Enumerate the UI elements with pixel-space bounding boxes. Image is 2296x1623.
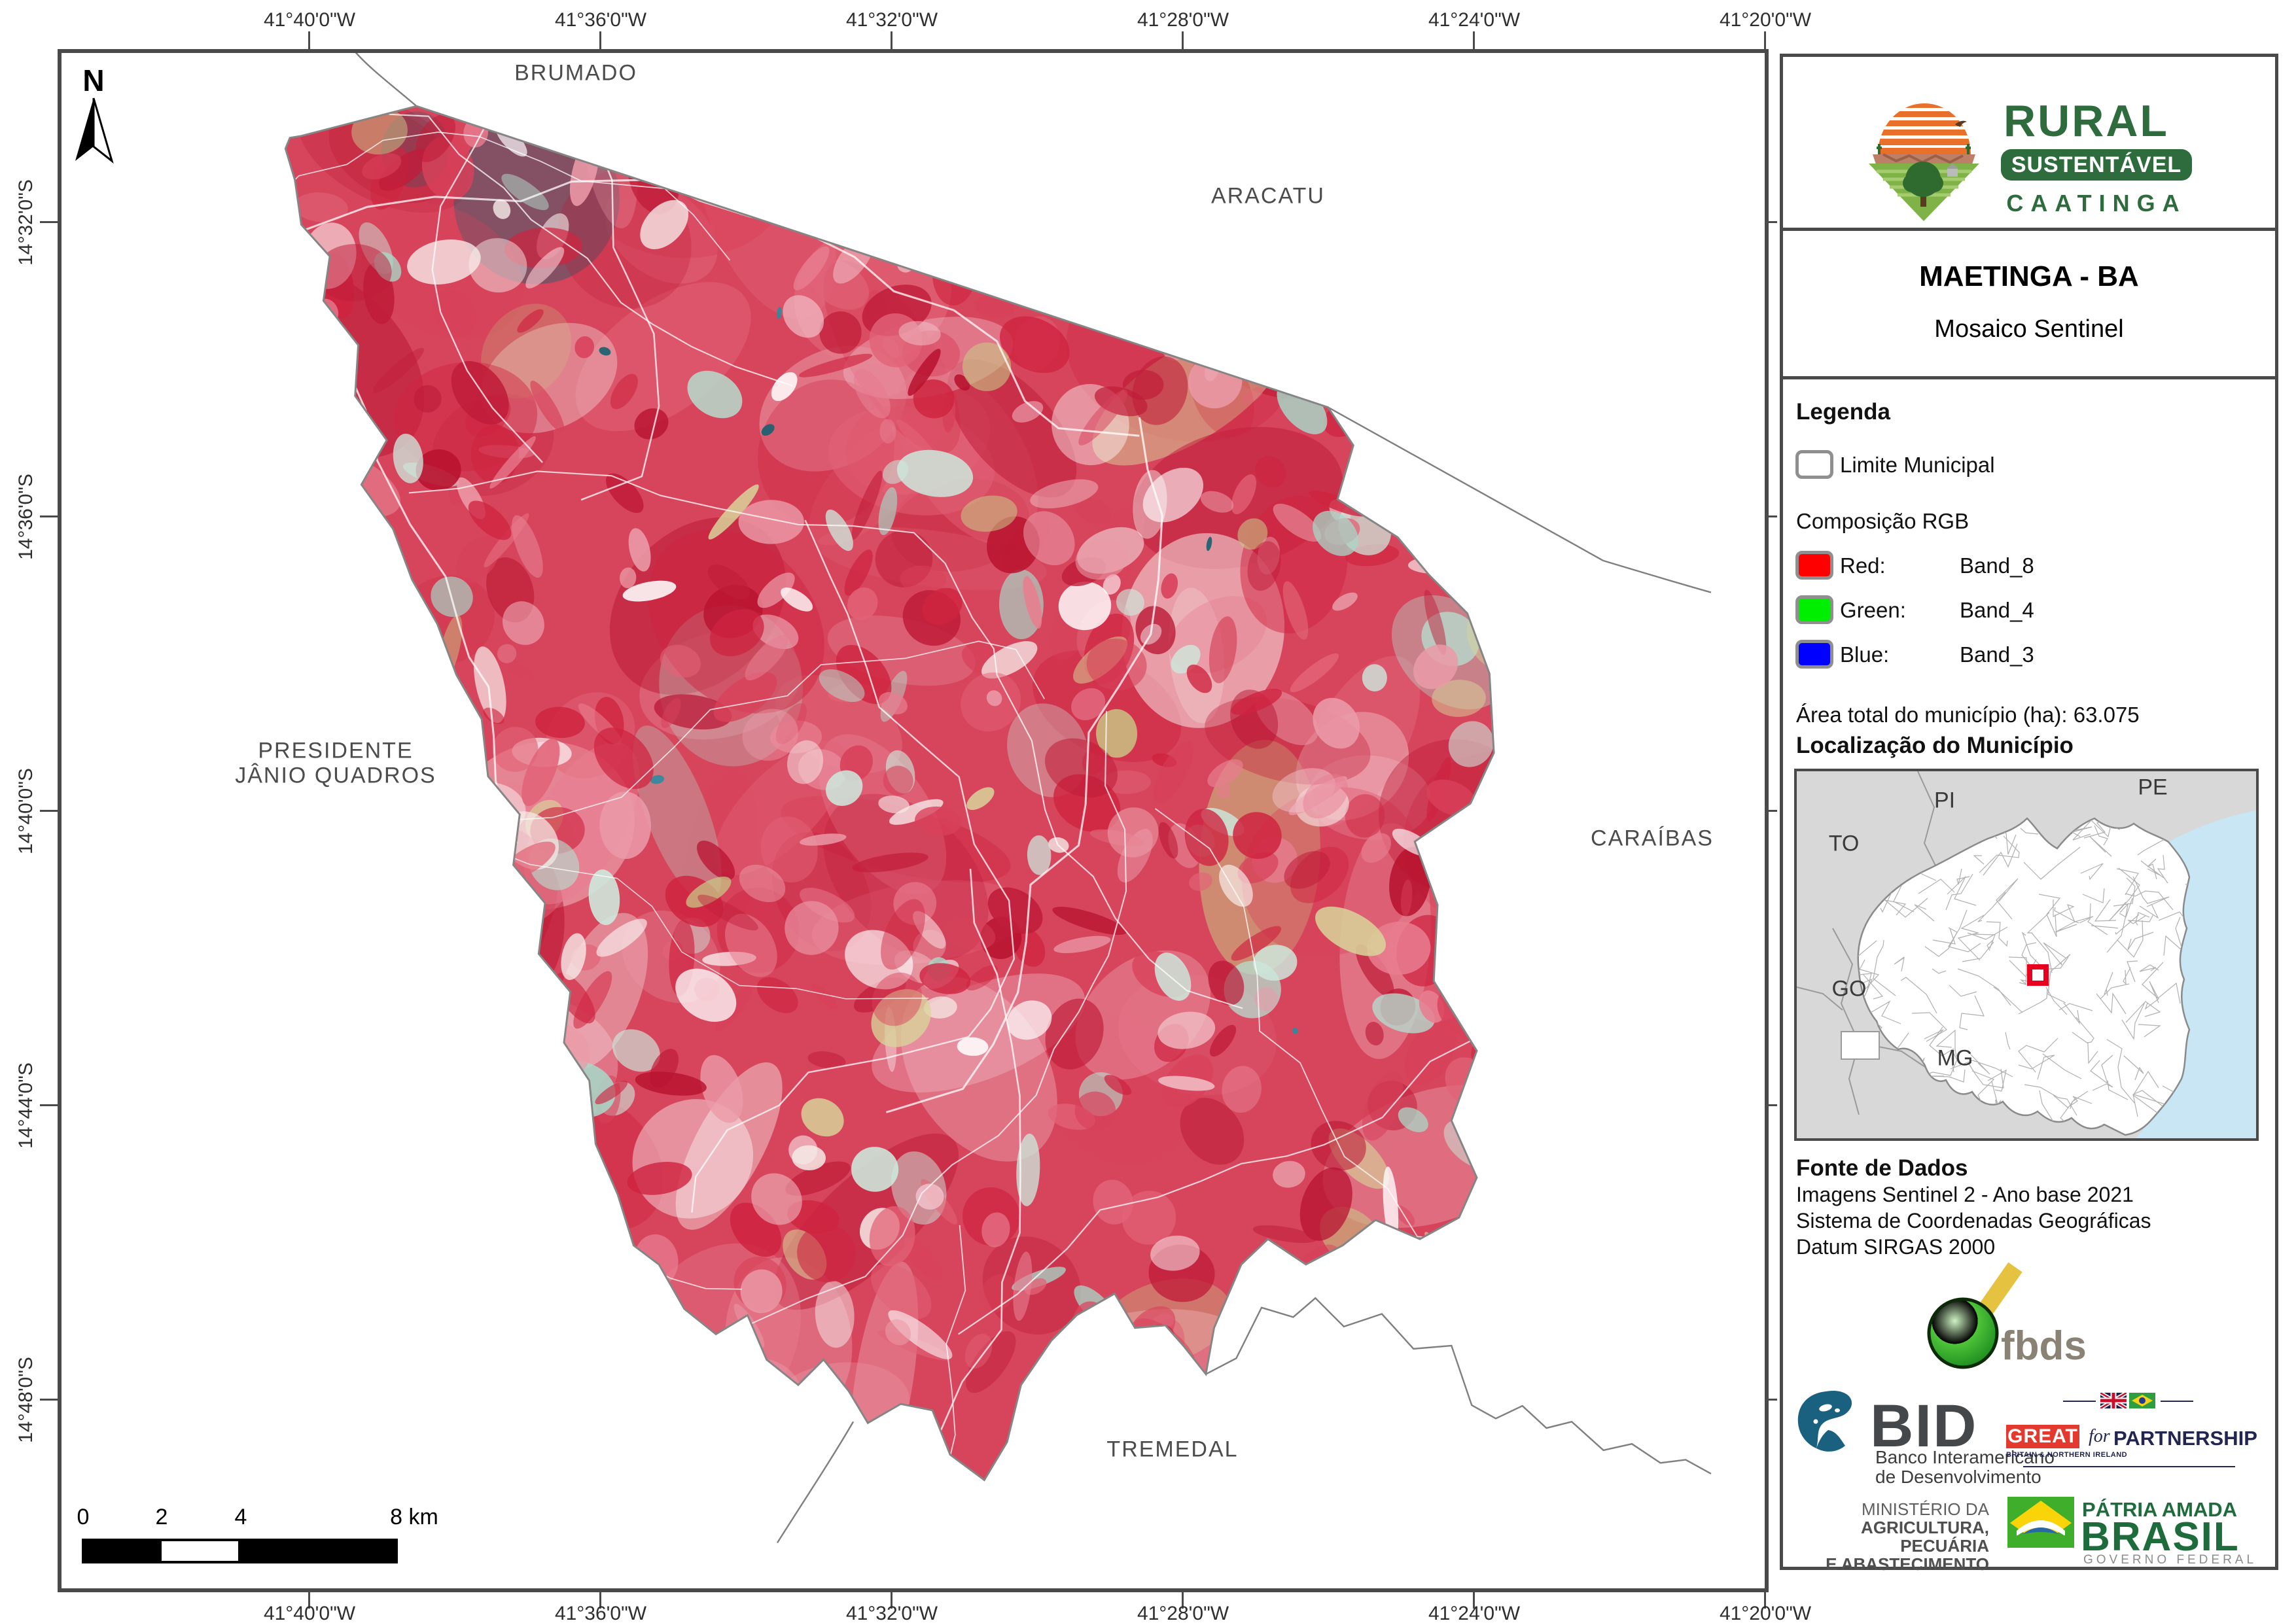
inset-state-label-go: GO xyxy=(1831,976,1867,1002)
axis-label-bottom-1: 41°36'0"W xyxy=(554,1603,647,1623)
north-label: N xyxy=(82,63,105,97)
legend-green-value: Band_4 xyxy=(1960,598,2034,622)
neighbor-label-aracatu: ARACATU xyxy=(1211,183,1325,209)
sentinel-mosaic xyxy=(285,106,1494,1480)
ministry-line-2: AGRICULTURA, PECUÁRIA xyxy=(1861,1518,1989,1556)
brazil-flag-icon xyxy=(2129,1393,2155,1408)
legend-blue-label: Blue: xyxy=(1840,642,1890,667)
map-subtitle: Mosaico Sentinel xyxy=(1934,315,2124,343)
legend-red-label: Red: xyxy=(1840,553,1886,578)
legend-red-value: Band_8 xyxy=(1960,553,2034,578)
legend-blue-swatch xyxy=(1795,640,1833,669)
source-heading: Fonte de Dados xyxy=(1796,1155,1968,1181)
axis-label-left-0: 14°32'0"S xyxy=(15,179,37,266)
brand-sustentavel-label: SUSTENTÁVEL xyxy=(2011,152,2182,177)
bid-tagline-2: de Desenvolvimento xyxy=(1875,1467,2041,1487)
source-line-3: Datum SIRGAS 2000 xyxy=(1796,1235,1996,1259)
location-heading: Localização do Município xyxy=(1796,733,2074,758)
uk-flag-icon xyxy=(2100,1393,2127,1408)
legend-limite-swatch xyxy=(1795,450,1833,479)
legend-heading: Legenda xyxy=(1796,399,1890,425)
axis-label-bottom-2: 41°32'0"W xyxy=(845,1603,938,1623)
neighbor-label-tremedal: TREMEDAL xyxy=(1106,1437,1239,1462)
limite-municipal-outline xyxy=(284,105,1495,1482)
map-title: MAETINGA - BA xyxy=(1919,260,2139,292)
neighbor-label-presidente-janio-quadros-line1: PRESIDENTE xyxy=(258,738,414,763)
ministry-line-3: E ABASTECIMENTO xyxy=(1826,1554,1989,1574)
great-underline xyxy=(2023,1466,2235,1467)
source-line-1: Imagens Sentinel 2 - Ano base 2021 xyxy=(1796,1183,2134,1206)
axis-label-top-4: 41°24'0"W xyxy=(1428,9,1521,31)
axis-label-left-2: 14°40'0"S xyxy=(15,768,37,854)
axis-label-top-1: 41°36'0"W xyxy=(554,9,647,31)
satellite-map-canvas xyxy=(284,50,1712,1544)
axis-label-left-3: 14°44'0"S xyxy=(15,1062,37,1149)
brasil-line-1: PÁTRIA AMADA xyxy=(2082,1498,2238,1521)
axis-label-bottom-3: 41°28'0"W xyxy=(1137,1603,1229,1623)
legend-limite-label: Limite Municipal xyxy=(1840,453,1995,477)
fbds-logo-icon xyxy=(1927,1297,1999,1369)
legend-red-swatch xyxy=(1795,551,1833,580)
brasil-government-logo-icon xyxy=(2007,1497,2074,1548)
brasil-line-2: BRASIL xyxy=(2081,1514,2240,1560)
axis-label-bottom-4: 41°24'0"W xyxy=(1428,1603,1521,1623)
legend-rgb-heading: Composição RGB xyxy=(1796,509,1969,533)
bid-logo-icon xyxy=(1797,1391,1852,1452)
scalebar-white-segment xyxy=(162,1541,238,1561)
great-for-label: for xyxy=(2089,1426,2110,1446)
inset-state-label-pi: PI xyxy=(1934,788,1956,813)
great-flag-line-left xyxy=(2063,1401,2096,1402)
location-inset-map xyxy=(1794,769,2259,1141)
legend-blue-value: Band_3 xyxy=(1960,642,2034,667)
axis-label-top-0: 41°40'0"W xyxy=(263,9,356,31)
brand-caatinga-label: CAATINGA xyxy=(2006,190,2187,217)
inset-ocean xyxy=(2136,811,2256,1138)
legend-green-swatch xyxy=(1795,595,1833,624)
axis-label-bottom-0: 41°40'0"W xyxy=(263,1603,356,1623)
bid-wordmark: BID xyxy=(1870,1393,1978,1459)
axis-label-bottom-5: 41°20'0"W xyxy=(1719,1603,1812,1623)
axis-label-top-2: 41°32'0"W xyxy=(845,9,938,31)
axis-label-top-5: 41°20'0"W xyxy=(1719,9,1812,31)
axis-label-left-4: 14°48'0"S xyxy=(15,1357,37,1443)
scalebar-label-8km: 8 km xyxy=(390,1505,438,1529)
source-line-2: Sistema de Coordenadas Geográficas xyxy=(1796,1209,2151,1232)
scalebar-label-2: 2 xyxy=(155,1505,168,1529)
axis-label-top-3: 41°28'0"W xyxy=(1137,9,1229,31)
inset-bahia-state xyxy=(1857,817,2191,1136)
brand-name: RURAL xyxy=(2004,96,2169,146)
legend-area-total: Área total do município (ha): 63.075 xyxy=(1796,703,2140,727)
legend-green-label: Green: xyxy=(1840,598,1906,622)
scalebar-label-0: 0 xyxy=(77,1505,90,1529)
great-wordmark: GREAT xyxy=(2007,1425,2078,1447)
fbds-wordmark: fbds xyxy=(2001,1323,2087,1369)
inset-municipality-marker xyxy=(2027,964,2049,986)
scalebar xyxy=(82,1539,398,1563)
ministry-line-1: MINISTÉRIO DA xyxy=(1861,1499,1989,1519)
ministry-block: MINISTÉRIO DA AGRICULTURA, PECUÁRIA E AB… xyxy=(1793,1500,1989,1573)
inset-state-label-pe: PE xyxy=(2138,775,2168,800)
great-sub-label: BRITAIN & NORTHERN IRELAND xyxy=(2006,1451,2128,1459)
scalebar-label-4: 4 xyxy=(234,1505,247,1529)
rural-sustentavel-caatinga-logo-icon xyxy=(1869,103,1979,221)
inset-state-label-mg: MG xyxy=(1937,1045,1973,1071)
neighbor-label-caraibas: CARAÍBAS xyxy=(1591,826,1714,851)
axis-label-left-1: 14°36'0"S xyxy=(15,474,37,560)
bid-tagline-1: Banco Interamericano xyxy=(1875,1447,2055,1467)
neighbor-label-presidente-janio-quadros-line2: JÂNIO QUADROS xyxy=(235,763,436,788)
inset-state-label-to: TO xyxy=(1828,831,1860,856)
north-arrow-icon xyxy=(75,97,114,164)
great-partnership-label: PARTNERSHIP xyxy=(2113,1427,2257,1450)
great-flag-line-right xyxy=(2161,1401,2193,1402)
great-red-box: GREAT xyxy=(2006,1425,2079,1448)
brand-sustentavel-pill: SUSTENTÁVEL xyxy=(2001,149,2192,181)
neighbor-label-brumado: BRUMADO xyxy=(514,60,637,86)
brasil-line-3: GOVERNO FEDERAL xyxy=(2083,1553,2257,1567)
